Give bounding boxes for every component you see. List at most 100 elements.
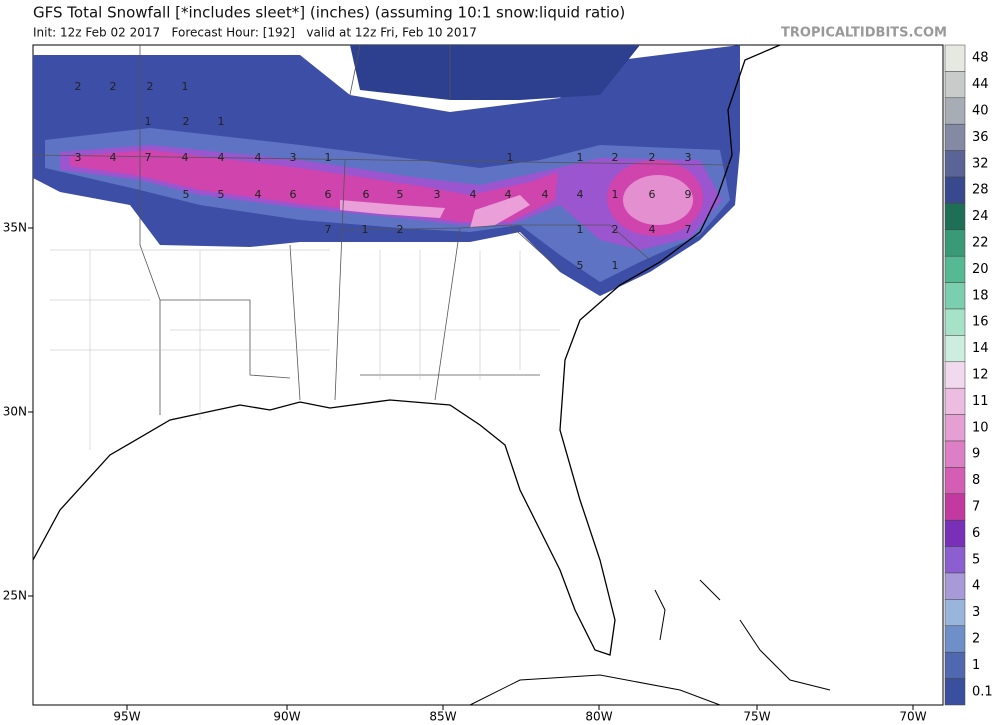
contour-label: 5: [397, 188, 404, 201]
colorbar-swatch: [944, 599, 966, 627]
colorbar-swatch: [944, 387, 966, 415]
contour-label: 1: [507, 151, 514, 164]
contour-label: 2: [397, 223, 404, 236]
colorbar-swatch: [944, 150, 966, 178]
colorbar-label: 8: [972, 473, 980, 488]
contour-label: 6: [363, 188, 370, 201]
contour-label: 7: [325, 223, 332, 236]
lon-label: 95W: [113, 710, 140, 724]
contour-label: 4: [182, 151, 189, 164]
snow-north: [350, 45, 640, 100]
snow-magenta: [70, 150, 558, 222]
contour-label: 3: [75, 151, 82, 164]
site-label: TROPICALTIDBITS.COM: [781, 26, 947, 41]
colorbar-label: 14: [972, 341, 989, 356]
lon-label: 70W: [899, 710, 926, 724]
colorbar-label: 6: [972, 526, 980, 541]
colorbar-label: 20: [972, 262, 989, 277]
contour-label: 1: [577, 151, 584, 164]
contour-label: 5: [218, 188, 225, 201]
contour-label: 6: [290, 188, 297, 201]
colorbar-label: 5: [972, 552, 980, 567]
state-lines: [32, 44, 731, 415]
contour-label: 4: [577, 188, 584, 201]
colorbar-label: 32: [972, 156, 989, 171]
contour-label: 1: [182, 80, 189, 93]
colorbar-label: 36: [972, 130, 989, 145]
colorbar-swatch: [944, 229, 966, 257]
colorbar-swatch: [944, 572, 966, 600]
colorbar-label: 3: [972, 605, 980, 620]
contour-label: 2: [612, 151, 619, 164]
colorbar-swatch: [944, 361, 966, 389]
colorbar-label: 11: [972, 394, 989, 409]
colorbar-label: 0.1: [972, 684, 993, 699]
colorbar-label: 44: [972, 77, 989, 92]
colorbar-swatch: [944, 651, 966, 679]
contour-label: 9: [685, 188, 692, 201]
contour-label: 4: [470, 188, 477, 201]
colorbar-swatch: [944, 308, 966, 336]
contour-label: 3: [290, 151, 297, 164]
colorbar-swatch: [944, 335, 966, 363]
colorbar-swatch: [944, 493, 966, 521]
contour-label: 2: [110, 80, 117, 93]
lon-label: 90W: [273, 710, 300, 724]
contour-label: 5: [183, 188, 190, 201]
contour-label: 1: [218, 115, 225, 128]
contour-label: 2: [75, 80, 82, 93]
colorbar-swatch: [944, 97, 966, 125]
colorbar-swatch: [944, 71, 966, 99]
contour-label: 4: [542, 188, 549, 201]
contour-label: 1: [325, 151, 332, 164]
colorbar-label: 18: [972, 288, 989, 303]
colorbar-swatch: [944, 282, 966, 310]
contour-label: 2: [649, 151, 656, 164]
lat-label: 25N: [3, 589, 27, 603]
snow-pink: [623, 175, 693, 225]
contour-label: 1: [577, 223, 584, 236]
colorbar-swatch: [944, 255, 966, 283]
contour-label: 2: [612, 223, 619, 236]
colorbar-label: 4: [972, 579, 980, 594]
colorbar-swatch: [944, 123, 966, 151]
contour-label: 4: [255, 188, 262, 201]
colorbar-swatch: [944, 678, 966, 706]
title: GFS Total Snowfall [*includes sleet*] (i…: [33, 4, 625, 22]
colorbar-label: 7: [972, 500, 980, 515]
contour-label: 6: [325, 188, 332, 201]
contour-label: 7: [685, 223, 692, 236]
contour-label: 2: [183, 115, 190, 128]
colorbar-label: 10: [972, 420, 989, 435]
colorbar-label: 1: [972, 658, 980, 673]
contour-label: 3: [685, 151, 692, 164]
contour-label: 1: [612, 259, 619, 272]
colorbar-label: 28: [972, 183, 989, 198]
contour-label: 6: [649, 188, 656, 201]
colorbar-label: 24: [972, 209, 989, 224]
colorbar-label: 22: [972, 236, 989, 251]
colorbar-swatch: [944, 546, 966, 574]
colorbar-label: 2: [972, 632, 980, 647]
colorbar-swatch: [944, 203, 966, 231]
colorbar-label: 16: [972, 315, 989, 330]
contour-label: 4: [649, 223, 656, 236]
lat-label: 30N: [3, 405, 27, 419]
lon-label: 80W: [585, 710, 612, 724]
contour-label: 1: [362, 223, 369, 236]
snow-pink: [340, 195, 530, 228]
contour-label: 4: [255, 151, 262, 164]
coastline: [32, 44, 781, 656]
lon-label: 75W: [743, 710, 770, 724]
colorbar-label: 12: [972, 368, 989, 383]
lat-label: 35N: [3, 221, 27, 235]
subtitle: Init: 12z Feb 02 2017 Forecast Hour: [19…: [33, 26, 477, 40]
colorbar-label: 40: [972, 104, 989, 119]
contour-label: 1: [612, 188, 619, 201]
colorbar-swatch: [944, 519, 966, 547]
colorbar-swatch: [944, 467, 966, 495]
contour-label: 5: [577, 259, 584, 272]
contour-label: 2: [147, 80, 154, 93]
colorbar-swatch: [944, 440, 966, 468]
